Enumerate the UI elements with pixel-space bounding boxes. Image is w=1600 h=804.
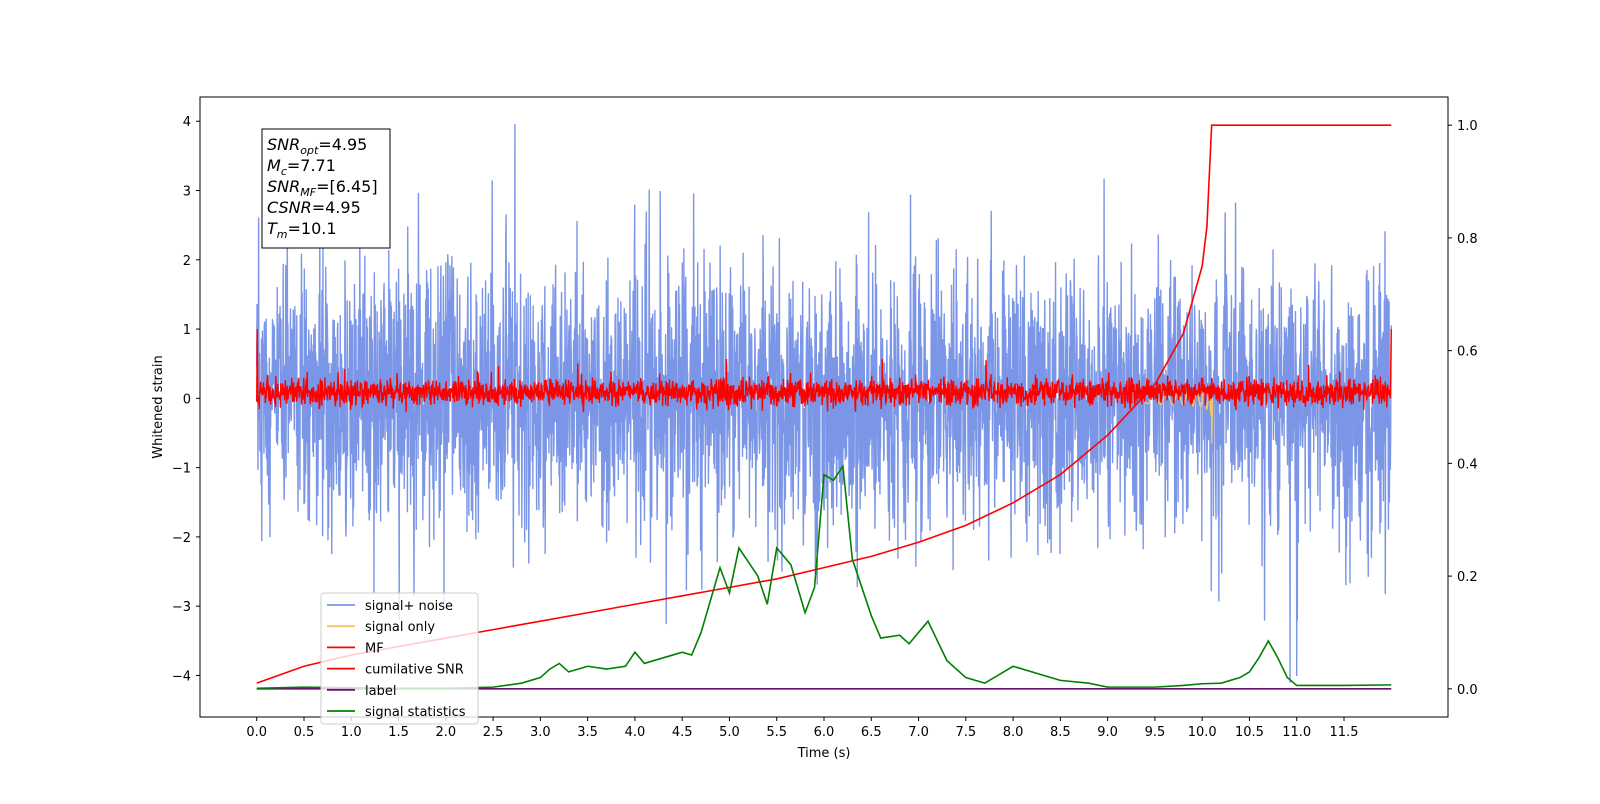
x-tick-label: 7.0: [908, 725, 929, 740]
legend-entry: signal+ noise: [365, 599, 453, 614]
y-tick-label: −1: [172, 462, 191, 477]
x-tick-label: 10.5: [1235, 725, 1264, 740]
x-tick-label: 11.5: [1330, 725, 1359, 740]
x-tick-label: 8.5: [1050, 725, 1071, 740]
x-tick-label: 4.0: [625, 725, 646, 740]
series-signal-statistics: [256, 463, 1392, 690]
annotation-symbol: SNR: [267, 135, 300, 154]
y2-tick-label: 0.6: [1457, 345, 1478, 360]
y2-tick-label: 0.0: [1457, 683, 1478, 698]
legend-entry: signal only: [365, 620, 435, 635]
y2-tick-label: 0.8: [1457, 232, 1478, 247]
y2-tick-label: 0.2: [1457, 570, 1478, 585]
y2-tick-label: 1.0: [1457, 119, 1478, 134]
annotation-line: Tm=10.1: [267, 219, 337, 241]
legend-entry: cumilative SNR: [365, 663, 464, 678]
annotation-subscript: m: [277, 228, 288, 241]
y2-tick-label: 0.4: [1457, 457, 1478, 472]
x-tick-label: 1.5: [388, 725, 409, 740]
x-tick-label: 7.5: [955, 725, 976, 740]
annotation-value: =10.1: [288, 219, 337, 238]
legend: signal+ noise signal only MF cumilative SNR…: [320, 592, 479, 725]
y-tick-label: 2: [183, 254, 191, 269]
annotation-value: =[6.45]: [316, 177, 378, 196]
annotation-symbol: M: [267, 156, 281, 175]
x-axis: 0.0 0.5 1.0 1.5 2.0 2.5 3.0 3.5 4.0 4.5 5.0 5.5 6.0 6…: [246, 717, 1358, 740]
y-axis-label: Whitened strain: [151, 355, 166, 458]
x-tick-label: 1.0: [341, 725, 362, 740]
annotation-value: =4.95: [318, 135, 367, 154]
x-tick-label: 3.5: [577, 725, 598, 740]
annotation-symbol: SNR: [267, 177, 300, 196]
x-tick-label: 11.0: [1282, 725, 1311, 740]
legend-entry: MF: [365, 641, 384, 656]
y-tick-label: 3: [183, 185, 191, 200]
x-tick-label: 9.0: [1097, 725, 1118, 740]
x-tick-label: 0.0: [246, 725, 267, 740]
y-axis-right: 1.0 0.8 0.6 0.4 0.2 0.0: [1448, 119, 1478, 698]
annotation-box: SNRopt=4.95Mc=7.71SNRMF=[6.45]CSNR=4.95T…: [261, 128, 391, 249]
x-tick-label: 5.0: [719, 725, 740, 740]
annotation-subscript: MF: [300, 186, 316, 199]
x-tick-label: 10.0: [1188, 725, 1217, 740]
annotation-line: Mc=7.71: [267, 156, 336, 178]
x-tick-label: 2.5: [483, 725, 504, 740]
annotation-value: =7.71: [287, 156, 336, 175]
x-tick-label: 9.5: [1145, 725, 1166, 740]
series-signal-noise: [256, 124, 1392, 684]
legend-entry: signal statistics: [365, 705, 466, 720]
x-tick-label: 5.5: [766, 725, 787, 740]
annotation-value: =4.95: [312, 198, 361, 217]
annotation-line: SNRMF=[6.45]: [267, 177, 378, 199]
x-tick-label: 2.0: [435, 725, 456, 740]
x-tick-label: 6.0: [814, 725, 835, 740]
y-tick-label: 0: [183, 392, 191, 407]
annotation-subscript: c: [281, 165, 287, 178]
x-axis-label: Time (s): [797, 746, 851, 761]
y-tick-label: 4: [183, 115, 191, 130]
annotation-frame: [261, 128, 391, 249]
series-mf: [256, 329, 1392, 413]
x-tick-label: 0.5: [294, 725, 315, 740]
y-axis-left: 4 3 2 1 0 −1 −2 −3 −4: [172, 115, 200, 684]
x-tick-label: 4.5: [672, 725, 693, 740]
y-tick-label: −4: [172, 669, 191, 684]
annotation-line: SNRopt=4.95: [267, 135, 367, 157]
x-tick-label: 3.0: [530, 725, 551, 740]
x-tick-label: 6.5: [861, 725, 882, 740]
x-tick-label: 8.0: [1003, 725, 1024, 740]
y-tick-label: −2: [172, 531, 191, 546]
annotation-subscript: opt: [300, 144, 319, 157]
annotation-symbol: T: [267, 219, 278, 238]
y-tick-label: −3: [172, 600, 191, 615]
annotation-line: CSNR=4.95: [267, 198, 361, 217]
y-tick-label: 1: [183, 323, 191, 338]
legend-entry: label: [365, 684, 396, 699]
annotation-symbol: CSNR: [267, 198, 312, 217]
legend-frame: [320, 592, 479, 725]
